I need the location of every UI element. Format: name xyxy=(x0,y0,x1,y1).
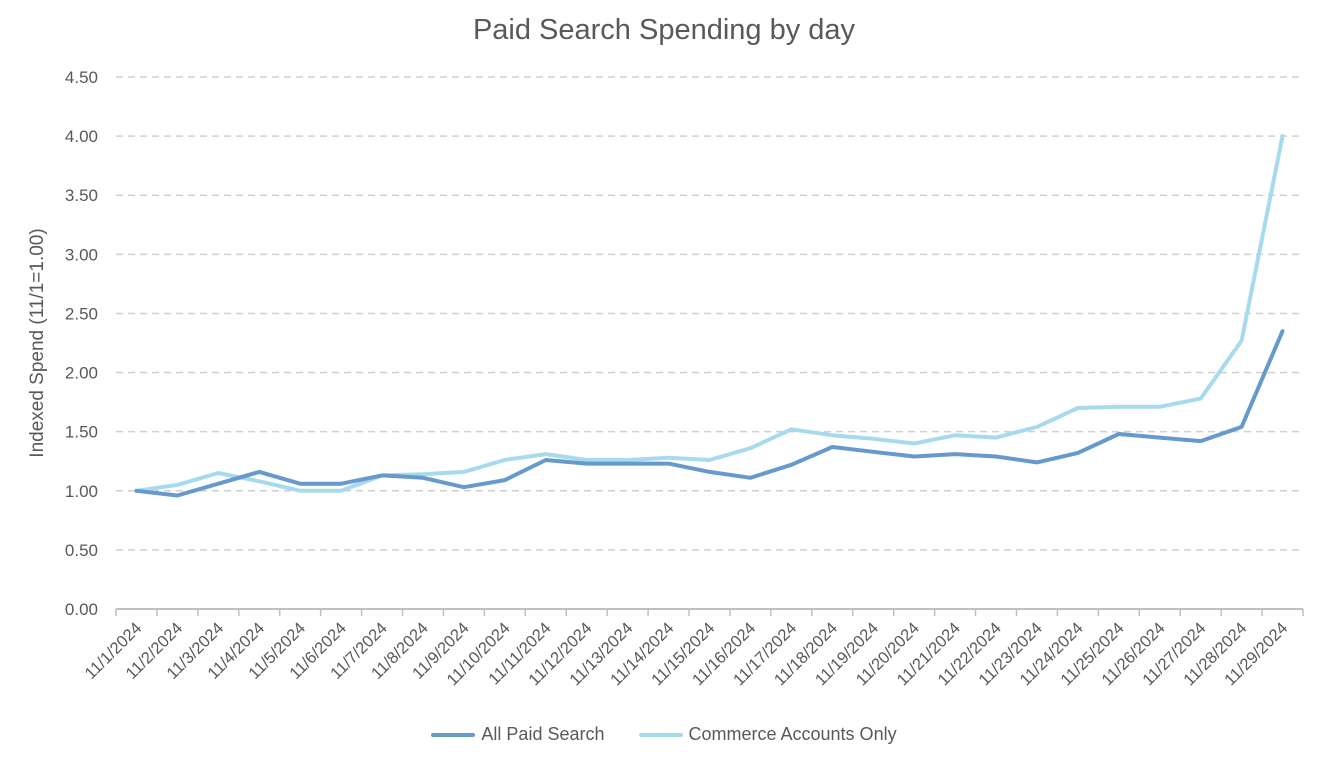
y-tick-label: 1.00 xyxy=(65,482,98,501)
legend-swatch xyxy=(638,732,683,737)
y-tick-label: 3.50 xyxy=(65,186,98,205)
y-tick-label: 0.00 xyxy=(65,600,98,619)
y-tick-label: 3.00 xyxy=(65,245,98,264)
x-axis-ticks: 11/1/202411/2/202411/3/202411/4/202411/5… xyxy=(82,619,1292,689)
y-tick-label: 0.50 xyxy=(65,541,98,560)
series-line-all-paid-search xyxy=(134,329,1285,498)
chart-title: Paid Search Spending by day xyxy=(472,14,856,46)
series-line-commerce-accounts-only xyxy=(134,134,1285,493)
legend-label: All Paid Search xyxy=(481,724,605,744)
series-lines xyxy=(134,134,1285,498)
x-axis xyxy=(115,608,1304,616)
legend: All Paid Search Commerce Accounts Only xyxy=(0,724,1328,745)
y-tick-label: 4.00 xyxy=(65,127,98,146)
legend-swatch xyxy=(431,732,476,737)
y-tick-label: 1.50 xyxy=(65,423,98,442)
y-axis-ticks: 0.00 0.50 1.00 1.50 2.00 2.50 3.00 3.50 4.00 4.50 xyxy=(65,68,98,619)
legend-label: Commerce Accounts Only xyxy=(688,724,897,744)
y-tick-label: 2.50 xyxy=(65,304,98,323)
y-tick-label: 2.00 xyxy=(65,364,98,383)
legend-item-commerce-accounts-only: Commerce Accounts Only xyxy=(638,724,897,745)
y-tick-label: 4.50 xyxy=(65,68,98,87)
gridlines xyxy=(116,76,1303,551)
legend-item-all-paid-search: All Paid Search xyxy=(431,724,605,745)
